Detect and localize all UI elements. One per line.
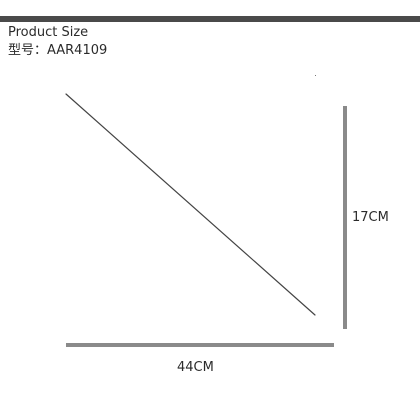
height-dimension-label: 17CM (352, 210, 389, 225)
small-dot-mark (315, 75, 316, 76)
model-number: 型号：AAR4109 (8, 43, 108, 58)
width-dimension-bar (66, 343, 334, 347)
width-dimension-label: 44CM (177, 360, 214, 375)
height-dimension-bar (343, 106, 347, 329)
top-divider-bar (0, 16, 420, 22)
page-title: Product Size (8, 25, 89, 40)
diagonal-product-line (65, 93, 316, 316)
